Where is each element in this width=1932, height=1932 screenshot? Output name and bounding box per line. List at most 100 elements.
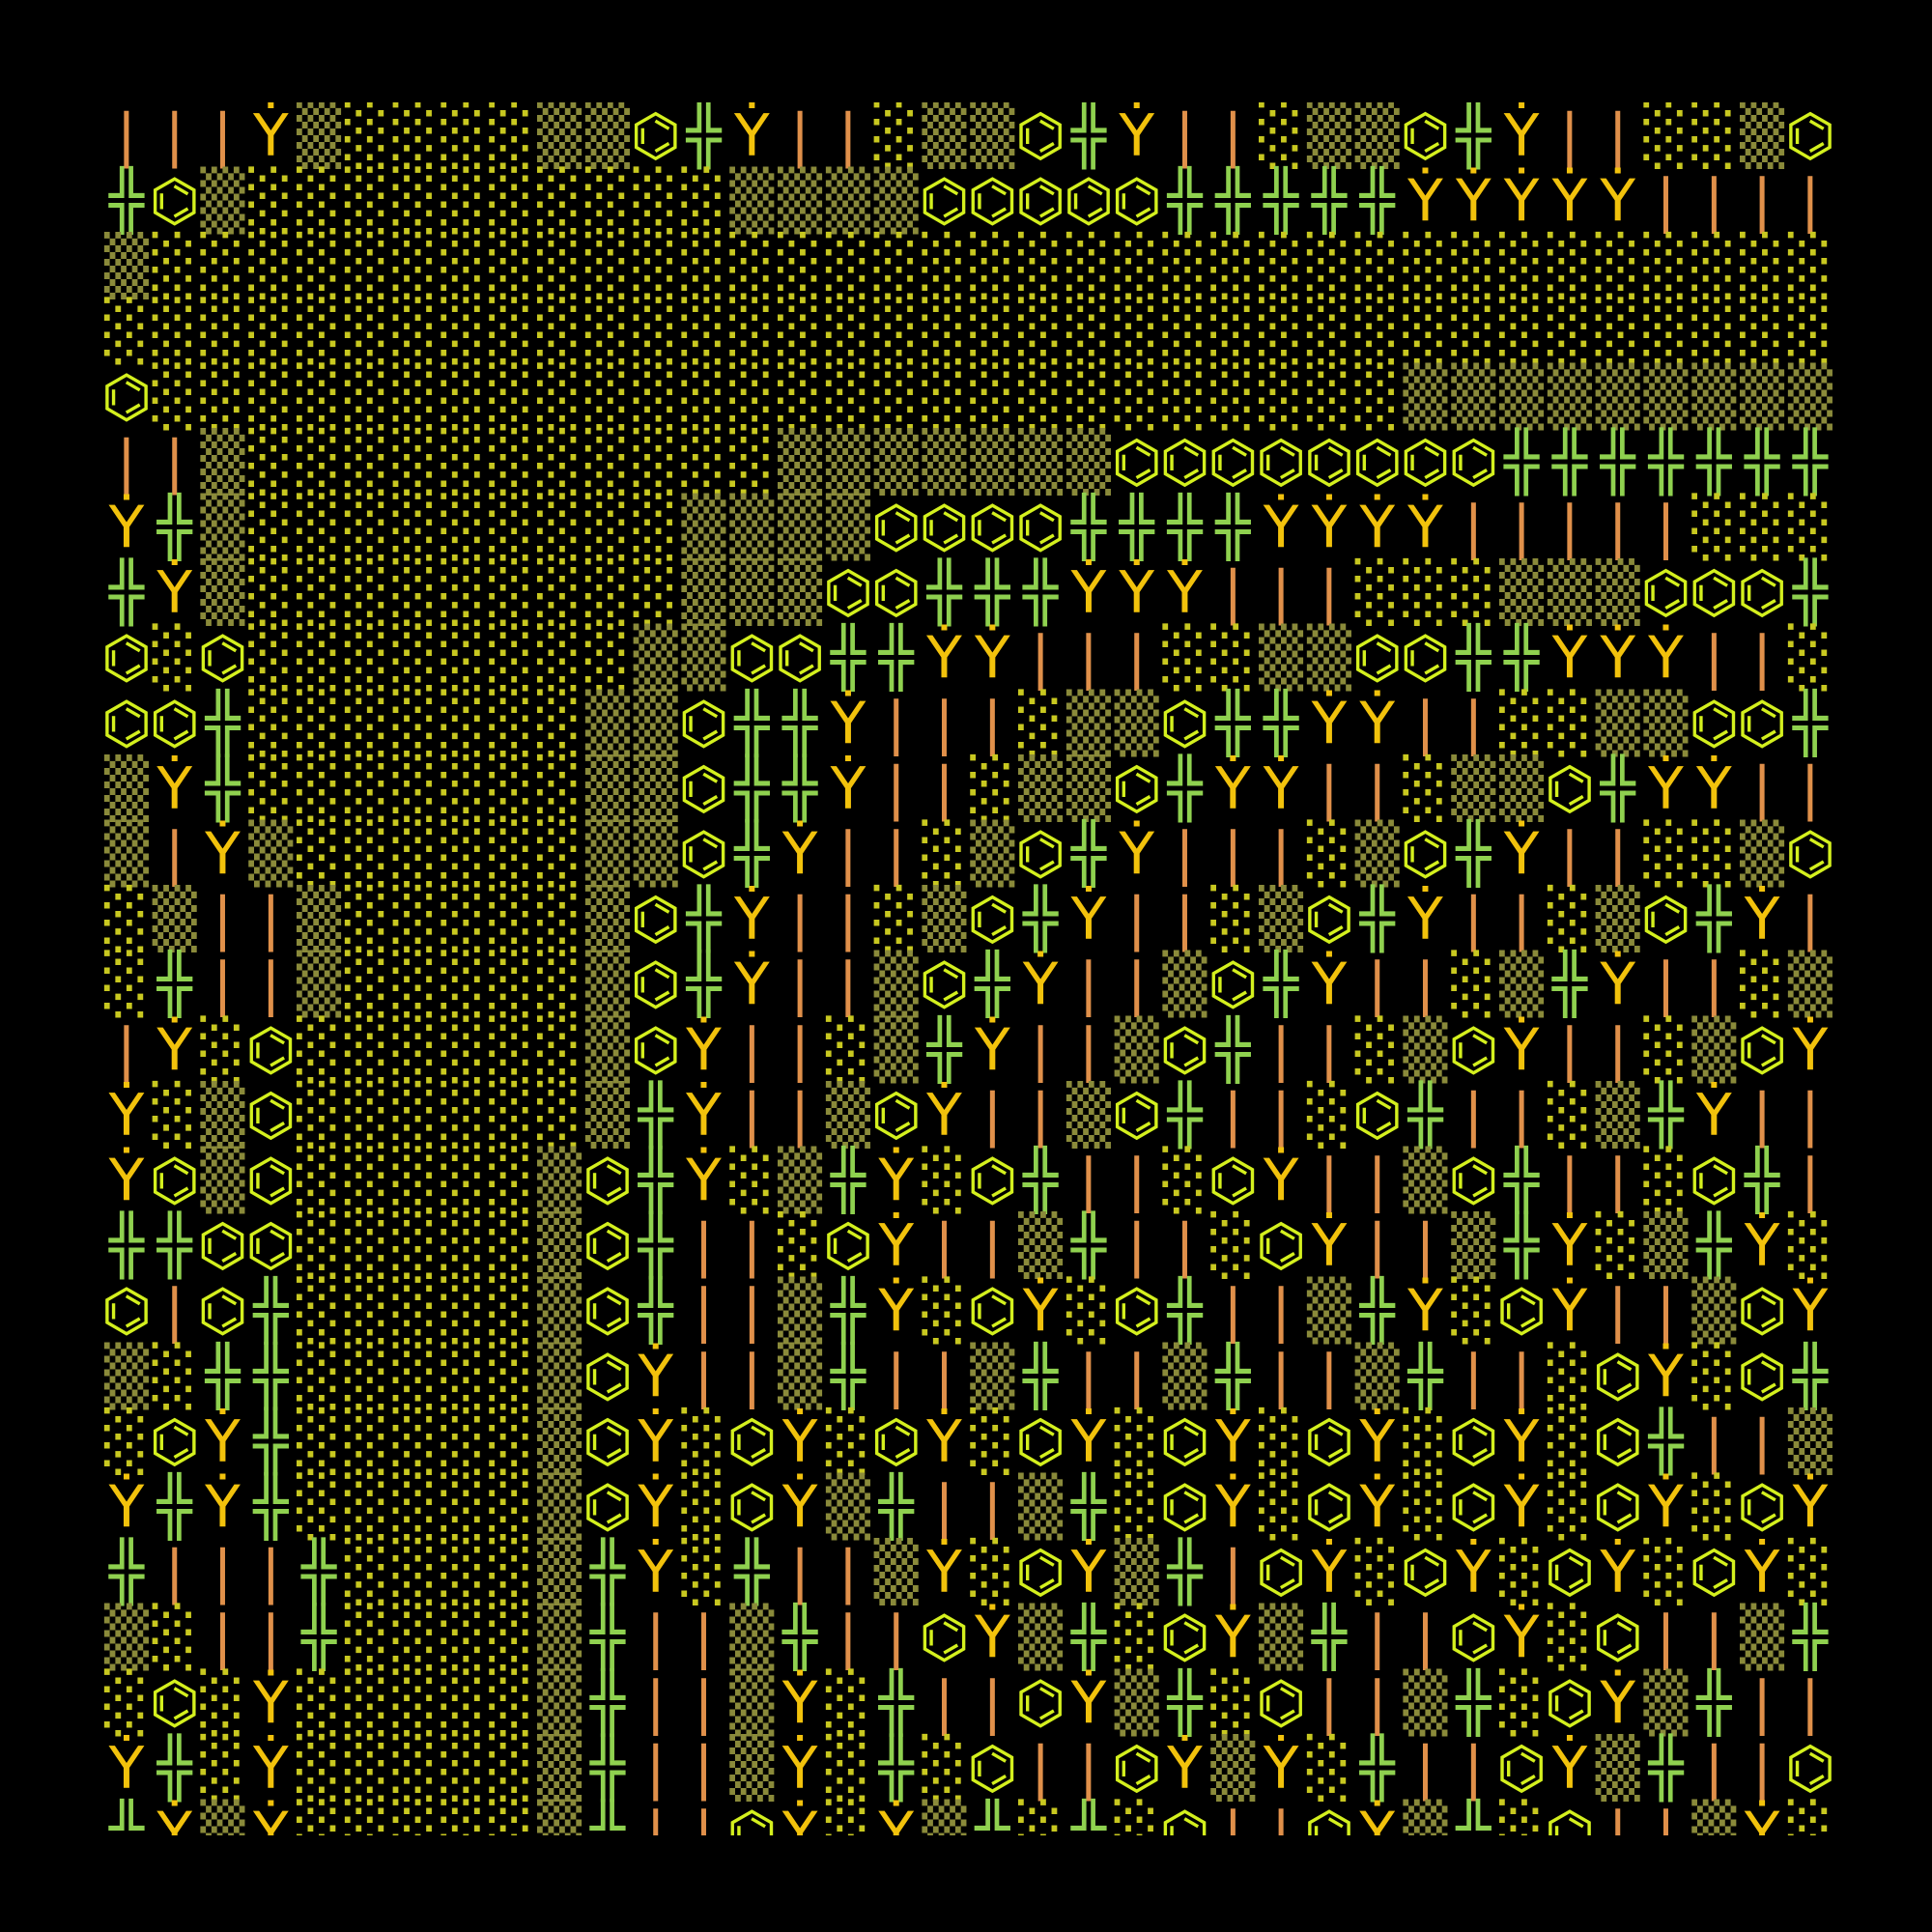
glyph: | [1608,1016,1628,1084]
glyph: ▒ [1018,1211,1063,1280]
glyph: ░ [1210,623,1255,692]
glyph: | [1079,1016,1098,1084]
glyph: ░ [200,232,244,300]
glyph: ░ [440,1015,485,1084]
glyph: ▒ [1691,1015,1736,1084]
glyph: ▒ [1499,362,1544,431]
glyph: ╬ [781,753,818,823]
glyph: ░ [345,623,389,692]
glyph: ⌬ [1112,1081,1162,1149]
glyph: ▒ [537,1472,582,1541]
glyph: ╬ [1551,949,1588,1019]
glyph: Ẏ [637,1406,673,1475]
glyph: ▒ [634,819,678,888]
glyph: ░ [345,1080,389,1149]
glyph: ▒ [104,1603,149,1671]
glyph: ░ [440,623,485,692]
glyph: Ẏ [637,1472,673,1541]
glyph: ╬ [1119,492,1155,562]
glyph: ╬ [1070,818,1107,889]
glyph: ⌬ [1593,1604,1643,1671]
glyph: Ẏ [685,1015,722,1084]
glyph: Ẏ [156,1799,192,1867]
glyph: ░ [1307,297,1351,365]
glyph: ░ [826,1668,870,1737]
glyph: | [1415,1604,1435,1671]
glyph: ⌬ [871,559,922,627]
glyph: ░ [874,297,919,365]
glyph: ⌬ [1208,428,1258,496]
glyph: ░ [922,362,966,431]
glyph: | [1320,1147,1339,1214]
glyph: ░ [489,753,533,822]
glyph: | [982,690,1002,757]
glyph: ░ [345,753,389,822]
glyph: ░ [778,297,822,365]
glyph: ░ [153,1342,197,1410]
glyph: ▒ [200,1080,244,1149]
glyph: ░ [345,1603,389,1671]
glyph: ╬ [1455,1798,1492,1868]
glyph: ▒ [970,819,1014,888]
glyph: ╬ [1166,1275,1203,1346]
glyph: | [1704,951,1723,1018]
glyph: ░ [1740,493,1784,561]
glyph: ░ [440,100,485,169]
glyph: | [887,1604,906,1671]
glyph: Ẏ [830,689,867,757]
glyph: ╬ [1792,688,1829,758]
glyph: ░ [729,1146,774,1214]
glyph: ▒ [1740,100,1784,169]
glyph: ╬ [1551,426,1588,497]
glyph: Ẏ [1503,1472,1540,1541]
glyph: ⌬ [1256,428,1306,496]
glyph: ░ [440,885,485,953]
glyph: ⌬ [1304,886,1354,953]
glyph: | [1608,1277,1628,1345]
glyph: ░ [393,623,438,692]
glyph: ░ [585,232,630,300]
glyph: | [1801,1669,1820,1737]
glyph: ▒ [104,819,149,888]
glyph: ⌬ [150,690,200,757]
glyph: ░ [440,1276,485,1345]
glyph: ╬ [830,1145,867,1215]
glyph: Ẏ [1358,1472,1395,1541]
glyph: ░ [1115,1799,1159,1867]
glyph: | [1320,1016,1339,1084]
glyph: ░ [153,623,197,692]
glyph: | [1704,1604,1723,1671]
glyph: ▒ [874,1538,919,1606]
glyph: ░ [345,1015,389,1084]
glyph: Ẏ [1311,689,1348,757]
glyph: ▒ [1691,1276,1736,1345]
glyph: ▒ [537,1406,582,1475]
glyph: ⌬ [871,1407,922,1475]
glyph: | [1512,1343,1531,1410]
glyph: | [1271,1343,1291,1410]
glyph: ░ [153,1080,197,1149]
glyph: ▒ [537,1668,582,1737]
glyph: ⌬ [1545,754,1595,822]
glyph: ░ [634,558,678,627]
glyph: | [1079,624,1098,692]
glyph: Ẏ [108,1472,145,1541]
glyph: ░ [681,297,725,365]
glyph: ░ [297,558,341,627]
glyph: ▒ [778,166,822,235]
glyph: ⌬ [1208,951,1258,1018]
glyph: ╬ [1166,753,1203,823]
glyph: ▒ [681,623,725,692]
glyph: ╬ [1695,426,1732,497]
glyph: ░ [393,1406,438,1475]
glyph: | [165,1277,185,1345]
glyph: ░ [489,1015,533,1084]
glyph: | [117,101,136,169]
glyph: | [1752,1669,1772,1737]
glyph: Ẏ [1118,819,1154,888]
glyph: ╬ [1214,1014,1251,1085]
glyph: Ẏ [925,1406,962,1475]
glyph: | [1608,101,1628,169]
glyph: ░ [393,1342,438,1410]
glyph: ⌬ [1545,1800,1595,1867]
